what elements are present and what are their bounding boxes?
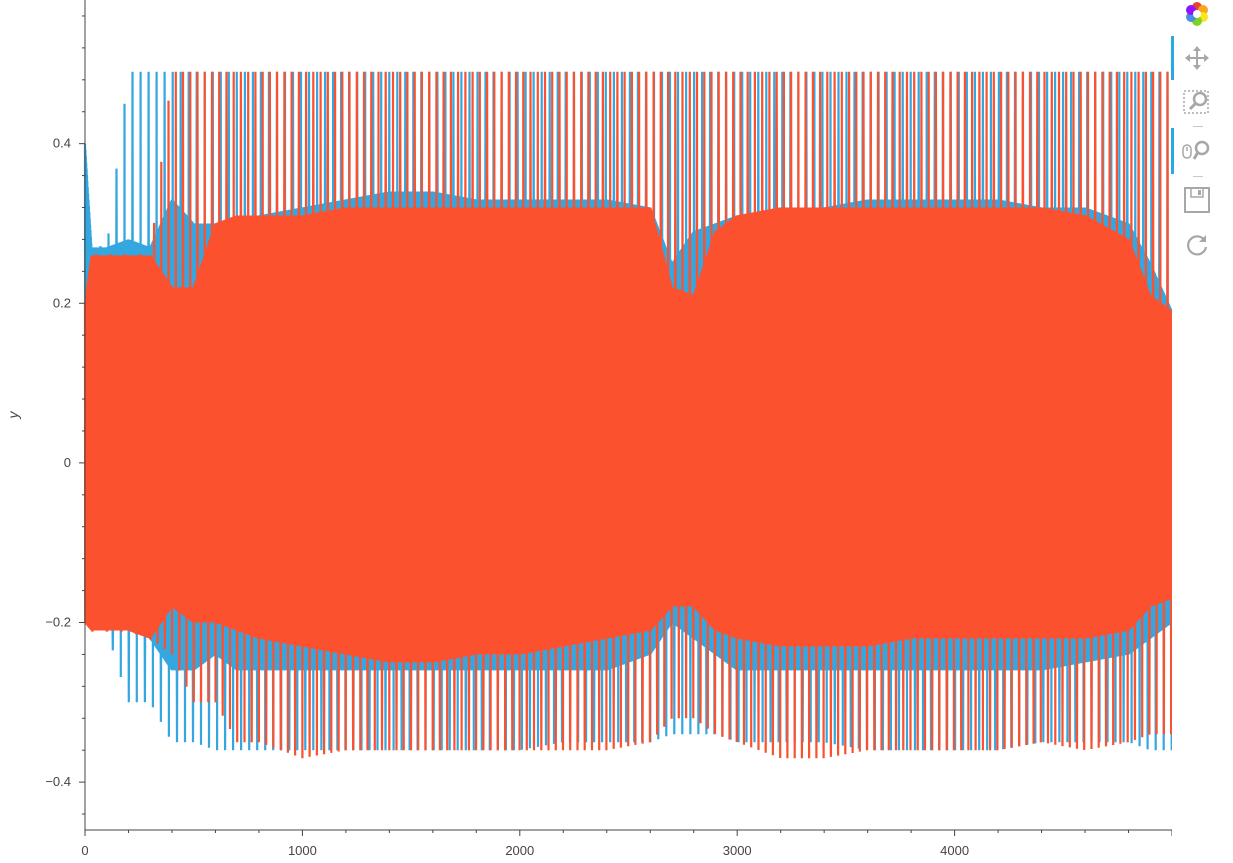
pan-tool-button[interactable] — [1177, 38, 1217, 78]
bokeh-logo-button[interactable] — [1177, 0, 1217, 34]
y-tick-label: −0.4 — [45, 774, 71, 789]
wheel-zoom-icon — [1182, 140, 1210, 160]
y-tick-label: 0.4 — [53, 136, 71, 151]
y-tick-label: 0 — [64, 455, 71, 470]
reset-tool-button[interactable] — [1177, 225, 1217, 265]
pan-active-indicator — [1171, 36, 1174, 80]
x-tick-label: 1000 — [288, 843, 317, 858]
y-tick-label: −0.2 — [45, 615, 71, 630]
save-tool-button[interactable] — [1177, 180, 1217, 220]
wheel-zoom-active-indicator — [1171, 128, 1174, 174]
x-tick-label: 4000 — [940, 843, 969, 858]
x-tick-label: 0 — [81, 843, 88, 858]
wheel-zoom-tool-button[interactable] — [1177, 131, 1217, 171]
series-line-2 — [83, 71, 1172, 759]
x-tick-label: 2000 — [505, 843, 534, 858]
y-axis-title: y — [5, 411, 21, 420]
box-zoom-icon — [1183, 90, 1209, 114]
bokeh-logo-icon — [1186, 2, 1208, 26]
reset-icon — [1187, 235, 1208, 256]
save-icon — [1184, 187, 1210, 213]
axes-layer: 0 1000 2000 3000 4000 0.4 0.2 0 −0.2 −0.4 y — [5, 0, 1172, 858]
y-tick-label: 0.2 — [53, 295, 71, 310]
box-zoom-tool-button[interactable] — [1177, 82, 1217, 122]
chart-toolbar — [1171, 0, 1233, 280]
toolbar-separator — [1193, 126, 1203, 127]
series-layer — [83, 71, 1172, 759]
x-ticks: 0 1000 2000 3000 4000 — [81, 830, 1172, 858]
y-ticks: 0.4 0.2 0 −0.2 −0.4 — [45, 15, 85, 815]
line-chart[interactable]: 0 1000 2000 3000 4000 0.4 0.2 0 −0.2 −0.4 y — [0, 0, 1172, 863]
toolbar-separator — [1193, 176, 1203, 177]
x-tick-label: 3000 — [723, 843, 752, 858]
pan-icon — [1185, 46, 1209, 70]
